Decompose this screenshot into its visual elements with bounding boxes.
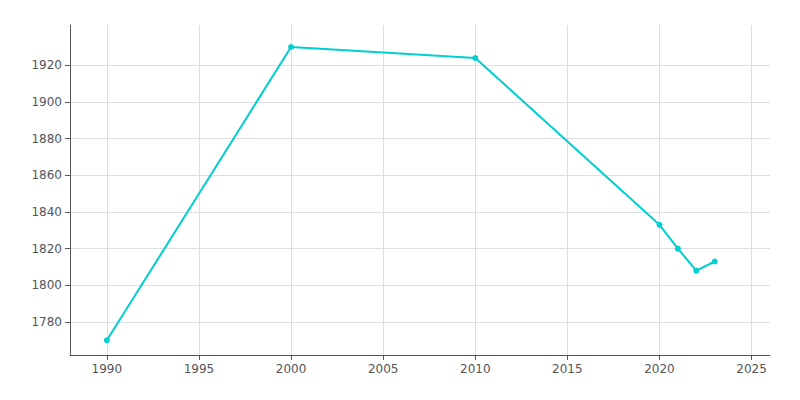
svg-text:2000: 2000	[276, 362, 307, 376]
svg-text:1840: 1840	[31, 205, 62, 219]
svg-text:2015: 2015	[552, 362, 583, 376]
svg-text:1860: 1860	[31, 168, 62, 182]
svg-text:1880: 1880	[31, 132, 62, 146]
svg-text:1920: 1920	[31, 58, 62, 72]
svg-text:1995: 1995	[184, 362, 215, 376]
svg-text:1780: 1780	[31, 315, 62, 329]
svg-text:2020: 2020	[644, 362, 675, 376]
svg-text:1800: 1800	[31, 278, 62, 292]
svg-text:1900: 1900	[31, 95, 62, 109]
svg-text:2010: 2010	[460, 362, 491, 376]
svg-text:2025: 2025	[736, 362, 767, 376]
svg-text:1820: 1820	[31, 242, 62, 256]
svg-text:2005: 2005	[368, 362, 399, 376]
svg-text:1990: 1990	[92, 362, 123, 376]
